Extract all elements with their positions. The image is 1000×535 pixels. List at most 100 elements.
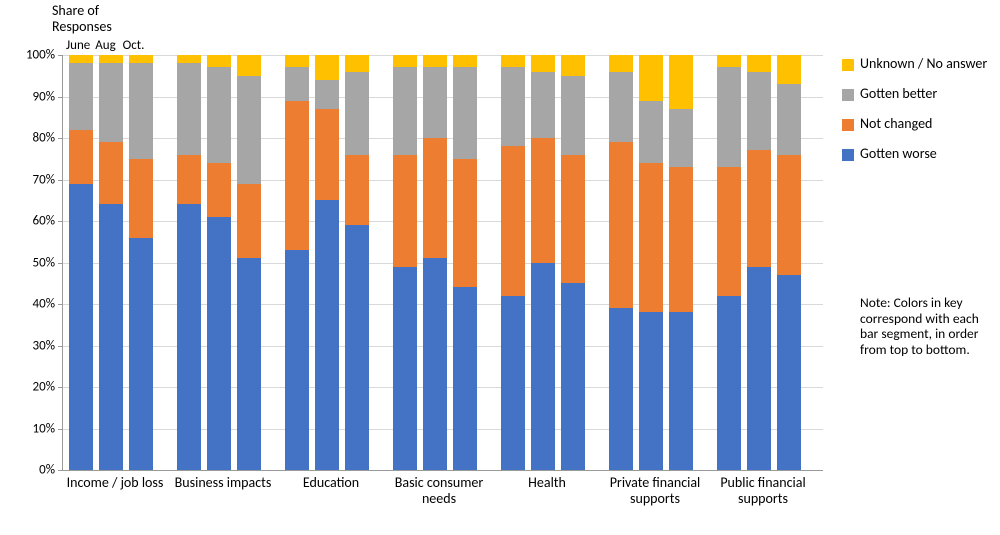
y-tick-label: 10% bbox=[33, 421, 55, 436]
bar-segment-not-changed bbox=[69, 130, 93, 184]
bar-segment-gotten-worse bbox=[393, 267, 417, 470]
category-group: Public financial supports bbox=[717, 55, 809, 470]
bar bbox=[99, 55, 123, 470]
bar-segment-unknown bbox=[561, 55, 585, 76]
bar-segment-unknown bbox=[777, 55, 801, 84]
bar-segment-not-changed bbox=[501, 146, 525, 295]
legend-swatch bbox=[842, 89, 854, 101]
legend-swatch bbox=[842, 59, 854, 71]
bar-segment-unknown bbox=[129, 55, 153, 63]
bar-segment-not-changed bbox=[315, 109, 339, 200]
bar-segment-gotten-worse bbox=[99, 204, 123, 470]
bar-segment-gotten-worse bbox=[129, 238, 153, 470]
bar-segment-gotten-worse bbox=[531, 263, 555, 471]
bar-segment-gotten-better bbox=[639, 101, 663, 163]
x-category-label: Income / job loss bbox=[60, 475, 170, 491]
bar-segment-unknown bbox=[669, 55, 693, 109]
y-axis-title: Share of Responses bbox=[52, 3, 112, 35]
y-tick-label: 80% bbox=[33, 131, 55, 146]
y-tick bbox=[58, 387, 63, 388]
legend: Unknown / No answer Gotten better Not chan… bbox=[842, 56, 987, 176]
bar-segment-unknown bbox=[393, 55, 417, 67]
bar-segment-gotten-better bbox=[177, 63, 201, 154]
bar-segment-gotten-better bbox=[207, 67, 231, 162]
bar-segment-gotten-better bbox=[99, 63, 123, 142]
bar bbox=[207, 55, 231, 470]
bar-segment-not-changed bbox=[561, 155, 585, 284]
x-category-label: Public financial supports bbox=[708, 475, 818, 507]
y-tick-label: 70% bbox=[33, 172, 55, 187]
y-tick bbox=[58, 304, 63, 305]
bar-segment-gotten-worse bbox=[345, 225, 369, 470]
bar-segment-gotten-better bbox=[717, 67, 741, 167]
bar-segment-not-changed bbox=[177, 155, 201, 205]
bar-segment-unknown bbox=[609, 55, 633, 72]
bar bbox=[393, 55, 417, 470]
bar-segment-gotten-better bbox=[69, 63, 93, 129]
bar-segment-unknown bbox=[501, 55, 525, 67]
bar-segment-gotten-better bbox=[453, 67, 477, 158]
bar-segment-gotten-worse bbox=[285, 250, 309, 470]
y-axis-title-line: Responses bbox=[52, 19, 112, 35]
chart-note: Note: Colors in key correspond with each… bbox=[860, 295, 980, 357]
bar-segment-gotten-worse bbox=[207, 217, 231, 470]
bar-segment-gotten-better bbox=[747, 72, 771, 151]
y-tick-label: 20% bbox=[33, 380, 55, 395]
y-tick-label: 90% bbox=[33, 89, 55, 104]
bar-segment-not-changed bbox=[285, 101, 309, 250]
bar-segment-not-changed bbox=[129, 159, 153, 238]
legend-swatch bbox=[842, 149, 854, 161]
month-labels: June Aug Oct. bbox=[66, 38, 144, 53]
legend-item: Not changed bbox=[842, 116, 987, 132]
x-category-label: Health bbox=[492, 475, 602, 491]
bar-segment-gotten-worse bbox=[315, 200, 339, 470]
bar-segment-gotten-worse bbox=[777, 275, 801, 470]
bar-segment-gotten-worse bbox=[609, 308, 633, 470]
bar-segment-gotten-better bbox=[393, 67, 417, 154]
bar-segment-not-changed bbox=[237, 184, 261, 259]
bar-segment-not-changed bbox=[747, 150, 771, 266]
y-tick-label: 0% bbox=[39, 463, 55, 478]
y-tick bbox=[58, 97, 63, 98]
bar-segment-gotten-better bbox=[531, 72, 555, 138]
bar bbox=[285, 55, 309, 470]
legend-label: Unknown / No answer bbox=[860, 56, 987, 72]
bar-segment-gotten-better bbox=[237, 76, 261, 184]
bar bbox=[69, 55, 93, 470]
legend-label: Gotten better bbox=[860, 86, 937, 102]
bar bbox=[747, 55, 771, 470]
bar bbox=[129, 55, 153, 470]
bar-segment-gotten-better bbox=[777, 84, 801, 155]
bar-segment-unknown bbox=[453, 55, 477, 67]
bar-segment-not-changed bbox=[393, 155, 417, 267]
plot-area: 0%10%20%30%40%50%60%70%80%90%100%Income … bbox=[62, 55, 823, 471]
bar bbox=[561, 55, 585, 470]
y-tick bbox=[58, 470, 63, 471]
bar-segment-gotten-better bbox=[561, 76, 585, 155]
x-category-label: Business impacts bbox=[168, 475, 278, 491]
bar-segment-gotten-better bbox=[669, 109, 693, 167]
bar-segment-not-changed bbox=[423, 138, 447, 258]
bar-segment-not-changed bbox=[777, 155, 801, 275]
bar-segment-gotten-worse bbox=[237, 258, 261, 470]
y-tick-label: 50% bbox=[33, 255, 55, 270]
bar bbox=[717, 55, 741, 470]
bar-segment-not-changed bbox=[99, 142, 123, 204]
bar bbox=[315, 55, 339, 470]
bar-segment-not-changed bbox=[609, 142, 633, 308]
legend-label: Not changed bbox=[860, 116, 932, 132]
bar-segment-unknown bbox=[747, 55, 771, 72]
bar bbox=[669, 55, 693, 470]
legend-label: Gotten worse bbox=[860, 146, 937, 162]
bar-segment-gotten-better bbox=[501, 67, 525, 146]
bar-segment-gotten-better bbox=[129, 63, 153, 158]
bar-segment-unknown bbox=[177, 55, 201, 63]
bar-segment-unknown bbox=[639, 55, 663, 101]
bar-segment-gotten-better bbox=[315, 80, 339, 109]
bar-segment-unknown bbox=[315, 55, 339, 80]
bar-segment-unknown bbox=[531, 55, 555, 72]
bar-segment-not-changed bbox=[345, 155, 369, 226]
month-label: Oct. bbox=[123, 38, 145, 53]
bar-segment-unknown bbox=[99, 55, 123, 63]
y-tick-label: 60% bbox=[33, 214, 55, 229]
